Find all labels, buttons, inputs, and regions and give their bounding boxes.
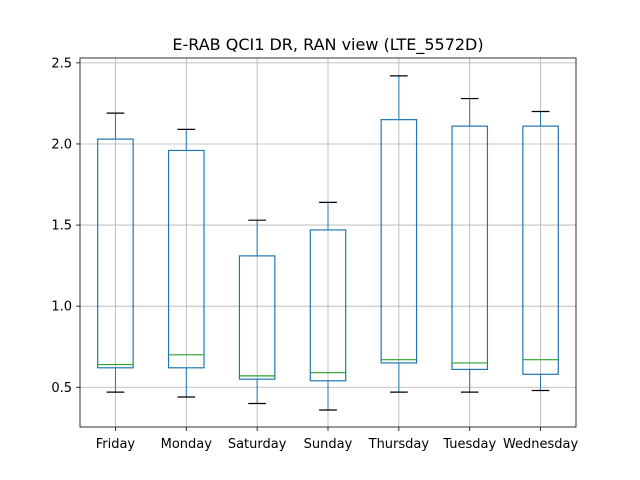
plot-frame [79, 57, 577, 428]
box-layer [97, 75, 559, 411]
box-group-friday [97, 112, 134, 393]
box-group-sunday [309, 201, 347, 411]
iqr-box [451, 125, 489, 371]
iqr-box [309, 229, 347, 382]
y-tick-label: 0.5 [51, 381, 72, 396]
y-tick-label: 1.5 [51, 219, 72, 234]
y-tick-label: 1.0 [51, 300, 72, 315]
x-tick-label: Sunday [304, 437, 353, 452]
x-tick-label: Monday [161, 437, 213, 452]
y-tick-label: 2.0 [51, 137, 72, 152]
x-tick-label: Saturday [228, 437, 287, 452]
axis-layer: Friday Monday Saturday Sunday Thursday Tuesda… [51, 56, 578, 452]
x-tick-label: Thursday [368, 437, 430, 452]
x-tick-label: Tuesday [442, 437, 496, 452]
box-group-saturday [238, 219, 276, 405]
box-group-thursday [380, 75, 418, 393]
box-group-monday [167, 128, 205, 398]
box-group-wednesday [522, 110, 559, 392]
box-group-tuesday [451, 97, 489, 393]
chart-title: E-RAB QCI1 DR, RAN view (LTE_5572D) [172, 35, 483, 55]
x-tick-label: Friday [96, 437, 136, 452]
iqr-box [167, 149, 205, 369]
iqr-box [97, 138, 134, 369]
iqr-box [522, 125, 559, 375]
grid-layer [80, 58, 576, 427]
iqr-box [380, 119, 418, 364]
x-tick-label: Wednesday [503, 437, 579, 452]
iqr-box [238, 255, 276, 380]
y-tick-label: 2.5 [51, 56, 72, 71]
